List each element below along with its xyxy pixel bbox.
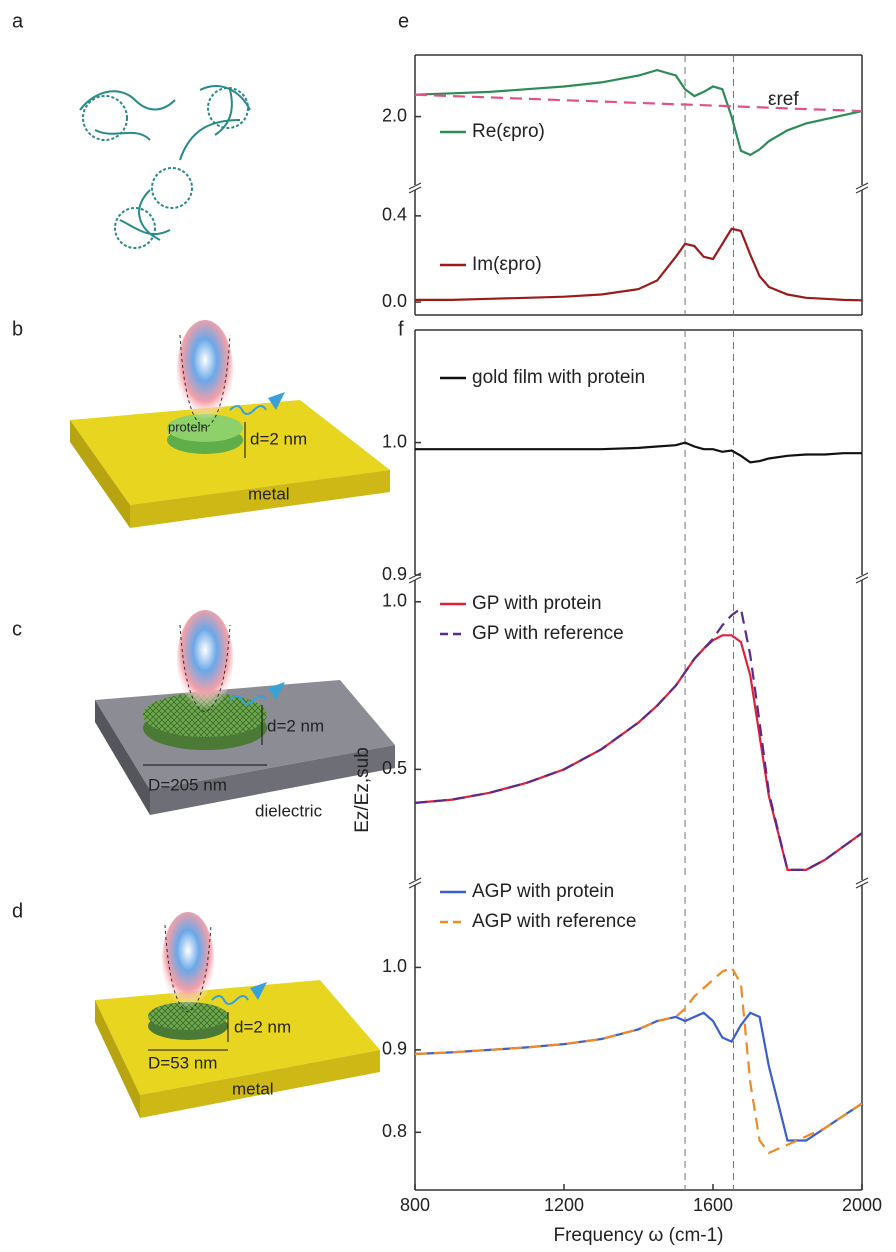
y-tick-label: 1.0: [382, 956, 407, 976]
series-line: [415, 609, 862, 870]
diagram-label: d=2 nm: [234, 1017, 291, 1036]
y-tick-label: 0.9: [382, 564, 407, 584]
legend-label: Re(εpro): [472, 121, 545, 142]
legend-label: εref: [768, 89, 799, 110]
x-axis-label: Frequency ω (cm-1): [553, 1225, 723, 1246]
y-tick-label: 1.0: [382, 431, 407, 451]
panel-label: d: [12, 900, 23, 922]
legend-label: GP with protein: [472, 593, 602, 614]
y-tick-label: 2.0: [382, 105, 407, 125]
diagram-label: d=2 nm: [250, 429, 307, 448]
diagram-label: dielectric: [255, 801, 323, 820]
diagram-b: [70, 320, 390, 528]
diagram-label: metal: [248, 484, 290, 503]
y-tick-label: 0.8: [382, 1121, 407, 1141]
panel-label: b: [12, 318, 23, 340]
y-tick-label: 0.4: [382, 205, 407, 225]
x-tick-label: 800: [400, 1195, 430, 1215]
legend-label: gold film with protein: [472, 367, 645, 388]
figure: a b c d e f protein d=2 nm metal d=2 nm …: [0, 0, 896, 1252]
panel-label: a: [12, 10, 24, 32]
y-tick-label: 0.9: [382, 1039, 407, 1059]
series-line: [415, 1013, 862, 1141]
diagram-c: [95, 610, 395, 815]
legend-label: GP with reference: [472, 623, 624, 644]
diagram-label: D=53 nm: [148, 1053, 217, 1072]
series-line: [415, 967, 862, 1153]
y-axis-label: Ez/Ez,sub: [352, 747, 373, 833]
x-tick-label: 1600: [693, 1195, 733, 1215]
legend-label: AGP with reference: [472, 911, 636, 932]
diagram-label: protein: [168, 419, 208, 434]
protein-structure: [80, 86, 250, 248]
y-tick-label: 0.0: [382, 291, 407, 311]
x-tick-label: 2000: [842, 1195, 882, 1215]
diagram-label: D=205 nm: [148, 775, 227, 794]
series-line: [415, 635, 862, 870]
diagram-label: metal: [232, 1079, 274, 1098]
series-line: [415, 443, 862, 463]
panel-label: f: [398, 318, 404, 340]
y-tick-label: 0.5: [382, 758, 407, 778]
diagram-label: d=2 nm: [267, 716, 324, 735]
series-line: [415, 70, 862, 155]
legend-label: AGP with protein: [472, 881, 614, 902]
legend-label: Im(εpro): [472, 254, 542, 275]
x-tick-label: 1200: [544, 1195, 584, 1215]
panel-label: e: [398, 10, 409, 32]
y-tick-label: 1.0: [382, 591, 407, 611]
panel-label: c: [12, 618, 22, 640]
